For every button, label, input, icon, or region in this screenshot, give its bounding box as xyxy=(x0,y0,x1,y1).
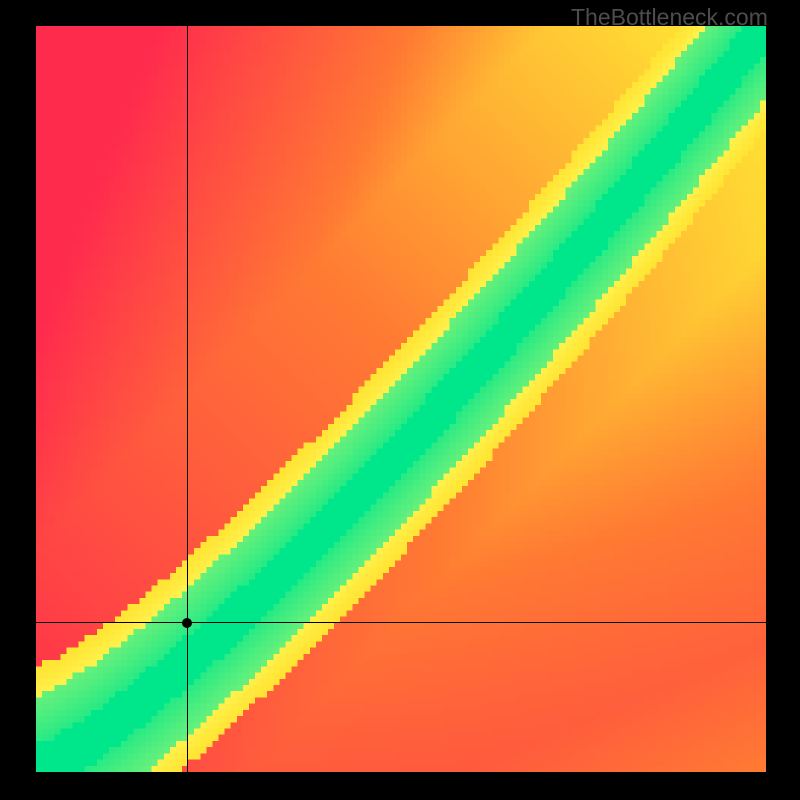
marker-dot xyxy=(182,618,192,628)
watermark-text: TheBottleneck.com xyxy=(571,4,768,31)
crosshair-horizontal xyxy=(36,622,766,623)
heatmap-canvas xyxy=(36,26,766,772)
crosshair-vertical xyxy=(187,26,188,772)
plot-area xyxy=(36,26,766,772)
